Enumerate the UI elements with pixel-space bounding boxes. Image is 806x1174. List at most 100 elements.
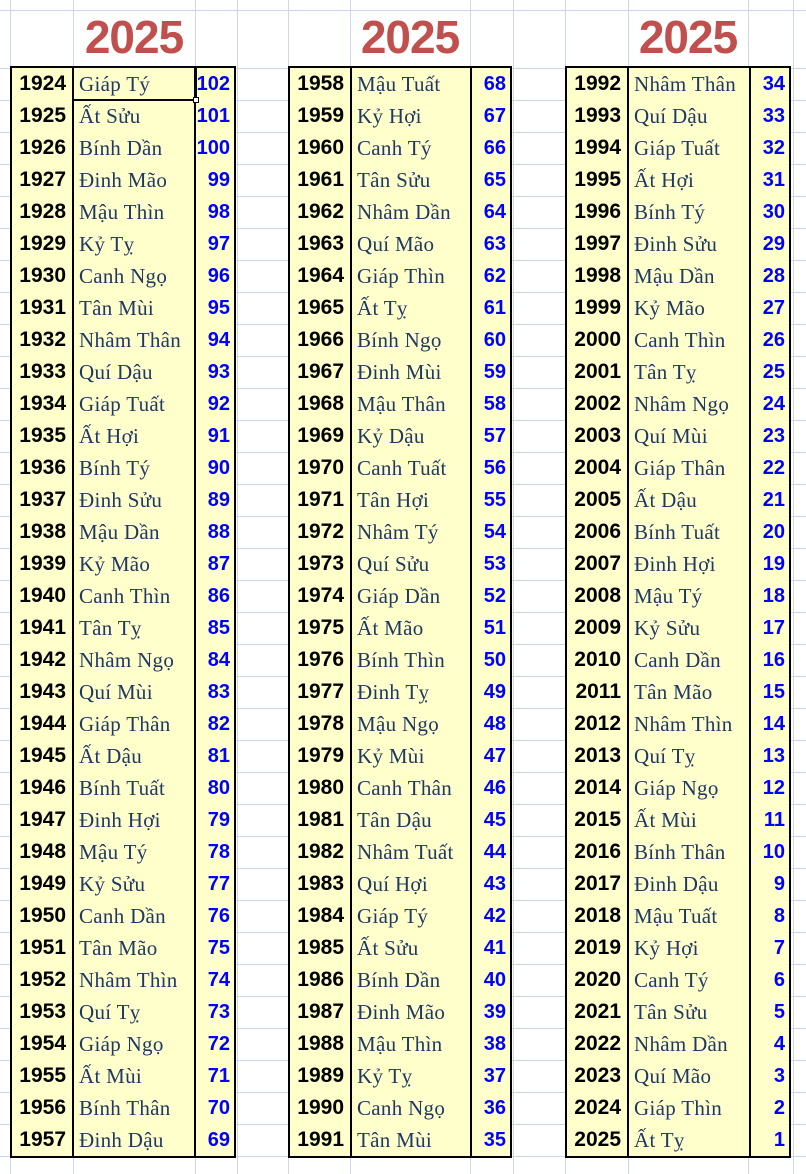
year-cell[interactable]: 2004 xyxy=(567,452,629,484)
age-cell[interactable]: 1 xyxy=(773,1129,785,1151)
age-cell[interactable]: 17 xyxy=(762,617,785,639)
year-cell[interactable]: 1976 xyxy=(290,644,352,676)
year-cell[interactable]: 1948 xyxy=(12,836,74,868)
age-cell[interactable]: 62 xyxy=(483,265,506,287)
zodiac-cell[interactable]: Bính Thân xyxy=(629,836,751,868)
age-cell[interactable]: 24 xyxy=(762,393,785,415)
zodiac-cell[interactable]: Mậu Thân xyxy=(352,388,472,420)
age-cell[interactable]: 16 xyxy=(762,649,785,671)
year-cell[interactable]: 1927 xyxy=(12,164,74,196)
zodiac-cell[interactable]: Canh Thìn xyxy=(629,324,751,356)
age-cell[interactable]: 44 xyxy=(483,841,506,863)
zodiac-cell[interactable]: Đinh Mùi xyxy=(352,356,472,388)
age-cell[interactable]: 50 xyxy=(483,649,506,671)
year-cell[interactable]: 1944 xyxy=(12,708,74,740)
age-cell[interactable]: 25 xyxy=(762,361,785,383)
year-cell[interactable]: 2013 xyxy=(567,740,629,772)
year-cell[interactable]: 1958 xyxy=(290,68,352,100)
year-cell[interactable]: 1972 xyxy=(290,516,352,548)
year-cell[interactable]: 1947 xyxy=(12,804,74,836)
age-cell[interactable]: 71 xyxy=(207,1065,230,1087)
zodiac-cell[interactable]: Quí Sửu xyxy=(352,548,472,580)
zodiac-cell[interactable]: Đinh Dậu xyxy=(74,1124,196,1156)
age-cell[interactable]: 12 xyxy=(762,777,785,799)
year-cell[interactable]: 1984 xyxy=(290,900,352,932)
year-cell[interactable]: 2020 xyxy=(567,964,629,996)
zodiac-cell[interactable]: Nhâm Thìn xyxy=(629,708,751,740)
age-cell[interactable]: 34 xyxy=(762,73,785,95)
age-cell[interactable]: 81 xyxy=(207,745,230,767)
age-cell[interactable]: 66 xyxy=(483,137,506,159)
year-cell[interactable]: 1933 xyxy=(12,356,74,388)
age-cell[interactable]: 39 xyxy=(483,1001,506,1023)
year-cell[interactable]: 1946 xyxy=(12,772,74,804)
age-cell[interactable]: 88 xyxy=(207,521,230,543)
zodiac-cell[interactable]: Giáp Tý xyxy=(74,68,196,100)
age-cell[interactable]: 28 xyxy=(762,265,785,287)
year-cell[interactable]: 2002 xyxy=(567,388,629,420)
zodiac-cell[interactable]: Quí Mão xyxy=(352,228,472,260)
year-cell[interactable]: 1977 xyxy=(290,676,352,708)
year-cell[interactable]: 2018 xyxy=(567,900,629,932)
zodiac-cell[interactable]: Bính Thìn xyxy=(352,644,472,676)
age-cell[interactable]: 54 xyxy=(483,521,506,543)
age-cell[interactable]: 38 xyxy=(483,1033,506,1055)
year-cell[interactable]: 2016 xyxy=(567,836,629,868)
zodiac-cell[interactable]: Giáp Dần xyxy=(352,580,472,612)
zodiac-cell[interactable]: Bính Ngọ xyxy=(352,324,472,356)
zodiac-cell[interactable]: Canh Thân xyxy=(352,772,472,804)
age-cell[interactable]: 89 xyxy=(207,489,230,511)
zodiac-cell[interactable]: Đinh Hợi xyxy=(629,548,751,580)
zodiac-cell[interactable]: Ất Hợi xyxy=(74,420,196,452)
year-cell[interactable]: 1945 xyxy=(12,740,74,772)
year-cell[interactable]: 1952 xyxy=(12,964,74,996)
year-cell[interactable]: 1962 xyxy=(290,196,352,228)
year-cell[interactable]: 1950 xyxy=(12,900,74,932)
age-cell[interactable]: 65 xyxy=(483,169,506,191)
zodiac-cell[interactable]: Mậu Tý xyxy=(629,580,751,612)
zodiac-cell[interactable]: Quí Mão xyxy=(629,1060,751,1092)
year-cell[interactable]: 1942 xyxy=(12,644,74,676)
zodiac-cell[interactable]: Tân Mão xyxy=(629,676,751,708)
age-cell[interactable]: 93 xyxy=(207,361,230,383)
zodiac-cell[interactable]: Canh Tý xyxy=(629,964,751,996)
year-cell[interactable]: 1935 xyxy=(12,420,74,452)
year-cell[interactable]: 1926 xyxy=(12,132,74,164)
zodiac-cell[interactable]: Bính Dần xyxy=(352,964,472,996)
year-cell[interactable]: 1943 xyxy=(12,676,74,708)
zodiac-cell[interactable]: Ất Dậu xyxy=(74,740,196,772)
age-cell[interactable]: 92 xyxy=(207,393,230,415)
year-cell[interactable]: 2022 xyxy=(567,1028,629,1060)
zodiac-cell[interactable]: Giáp Thân xyxy=(74,708,196,740)
age-cell[interactable]: 47 xyxy=(483,745,506,767)
zodiac-cell[interactable]: Tân Hợi xyxy=(352,484,472,516)
age-cell[interactable]: 72 xyxy=(207,1033,230,1055)
zodiac-cell[interactable]: Bính Tý xyxy=(74,452,196,484)
zodiac-cell[interactable]: Kỷ Sửu xyxy=(629,612,751,644)
year-cell[interactable]: 1930 xyxy=(12,260,74,292)
age-cell[interactable]: 26 xyxy=(762,329,785,351)
age-cell[interactable]: 19 xyxy=(762,553,785,575)
zodiac-cell[interactable]: Ất Mùi xyxy=(629,804,751,836)
age-cell[interactable]: 59 xyxy=(483,361,506,383)
year-cell[interactable]: 1937 xyxy=(12,484,74,516)
year-cell[interactable]: 1961 xyxy=(290,164,352,196)
zodiac-cell[interactable]: Canh Ngọ xyxy=(352,1092,472,1124)
zodiac-cell[interactable]: Kỷ Hợi xyxy=(629,932,751,964)
age-cell[interactable]: 22 xyxy=(762,457,785,479)
zodiac-cell[interactable]: Đinh Sửu xyxy=(74,484,196,516)
zodiac-cell[interactable]: Quí Tỵ xyxy=(74,996,196,1028)
age-cell[interactable]: 78 xyxy=(207,841,230,863)
zodiac-cell[interactable]: Mậu Tuất xyxy=(352,68,472,100)
zodiac-cell[interactable]: Nhâm Thìn xyxy=(74,964,196,996)
year-cell[interactable]: 2008 xyxy=(567,580,629,612)
zodiac-cell[interactable]: Mậu Ngọ xyxy=(352,708,472,740)
year-cell[interactable]: 1987 xyxy=(290,996,352,1028)
zodiac-cell[interactable]: Tân Sửu xyxy=(629,996,751,1028)
zodiac-cell[interactable]: Kỷ Mão xyxy=(629,292,751,324)
zodiac-cell[interactable]: Quí Mùi xyxy=(74,676,196,708)
age-cell[interactable]: 2 xyxy=(773,1097,785,1119)
age-cell[interactable]: 30 xyxy=(762,201,785,223)
year-cell[interactable]: 2017 xyxy=(567,868,629,900)
year-cell[interactable]: 1956 xyxy=(12,1092,74,1124)
